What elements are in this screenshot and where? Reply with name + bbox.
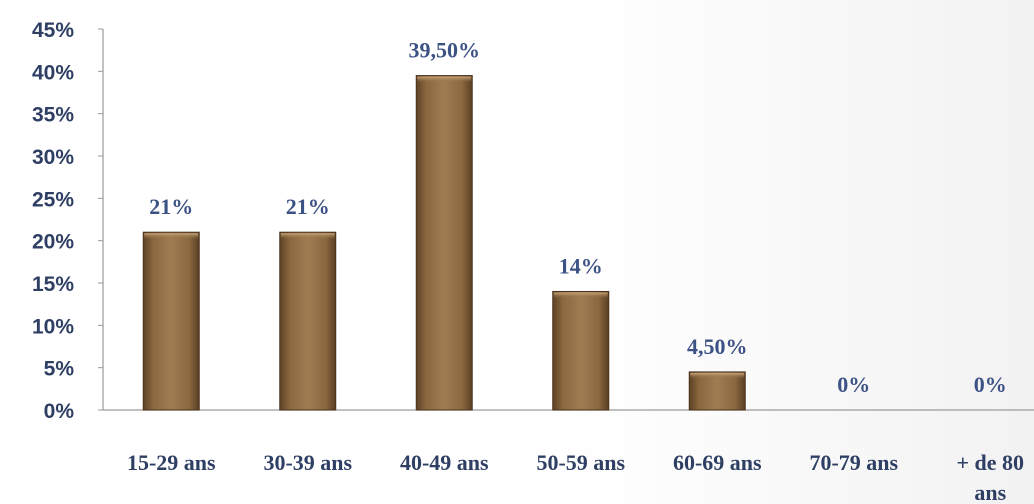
y-tick-label: 15% xyxy=(32,273,74,296)
labels: 21% 15-29 ans 21% 30-39 ans 39,50% 40-49 ans 1… xyxy=(127,38,1024,504)
x-tick-label: 15-29 ans xyxy=(127,450,216,475)
data-label: 39,50% xyxy=(409,38,481,63)
x-tick-label-line: 60-69 ans xyxy=(673,450,762,475)
bar-highlight xyxy=(553,292,608,299)
y-tick-label: 25% xyxy=(32,188,74,211)
x-tick-label: 60-69 ans xyxy=(673,450,762,475)
bar-highlight xyxy=(417,76,472,83)
x-tick-label-line: ans xyxy=(974,480,1006,504)
x-tick-label: 30-39 ans xyxy=(263,450,352,475)
y-tick-label: 20% xyxy=(32,231,74,254)
y-tick-label: 35% xyxy=(32,104,74,127)
x-tick-label: 40-49 ans xyxy=(400,450,489,475)
x-tick-label: + de 80 ans xyxy=(956,450,1024,504)
data-label: 14% xyxy=(559,253,603,278)
x-tick-label-line: 30-39 ans xyxy=(263,450,352,475)
bar-highlight xyxy=(144,233,199,240)
x-tick-label-line: 15-29 ans xyxy=(127,450,216,475)
bars xyxy=(142,75,746,411)
y-tick-label: 30% xyxy=(32,146,74,169)
x-tick-label-line: 40-49 ans xyxy=(400,450,489,475)
axes: 0% 5% 10% 15% 20% 25% 30% 35% 40% 45% xyxy=(32,19,1034,423)
data-label: 0% xyxy=(837,372,870,397)
data-label: 0% xyxy=(974,372,1007,397)
data-label: 21% xyxy=(149,194,193,219)
x-tick-label: 50-59 ans xyxy=(536,450,625,475)
y-tick-label: 0% xyxy=(44,400,75,423)
bar-highlight xyxy=(280,233,335,240)
data-label: 4,50% xyxy=(687,334,748,359)
data-label: 21% xyxy=(286,194,330,219)
bar xyxy=(552,290,610,411)
bar xyxy=(279,231,337,411)
y-tick-label: 5% xyxy=(44,358,75,381)
y-tick-label: 40% xyxy=(32,61,74,84)
x-tick-label-line: + de 80 xyxy=(956,450,1024,475)
x-tick-label-line: 70-79 ans xyxy=(809,450,898,475)
y-tick-label: 45% xyxy=(32,19,74,42)
bar xyxy=(142,231,200,411)
x-tick-label: 70-79 ans xyxy=(809,450,898,475)
x-tick-label-line: 50-59 ans xyxy=(536,450,625,475)
y-tick-label: 10% xyxy=(32,315,74,338)
bar-highlight xyxy=(690,372,745,379)
bar xyxy=(415,75,473,411)
